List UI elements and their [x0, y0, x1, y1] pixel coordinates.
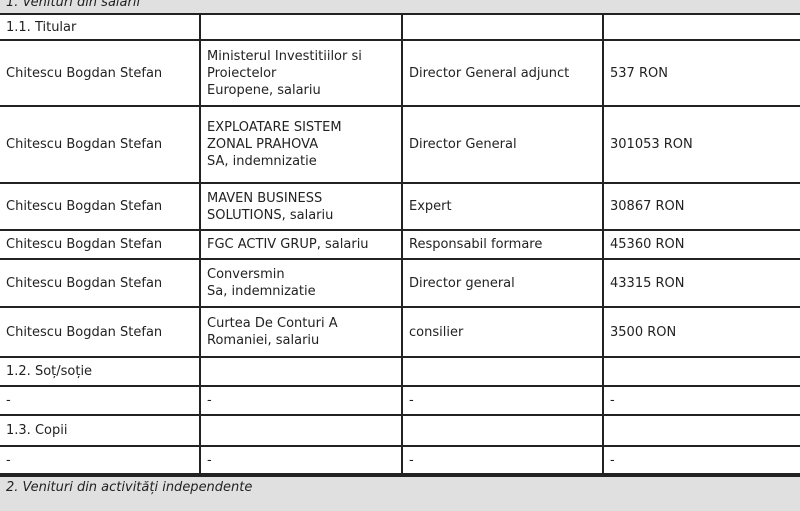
person-name: Chitescu Bogdan Stefan — [0, 40, 201, 107]
subsection-label: 1.2. Soț/soție — [0, 357, 201, 387]
table-row: Chitescu Bogdan Stefan FGC ACTIV GRUP, sa… — [0, 229, 800, 260]
income-source: MAVEN BUSINESS SOLUTIONS, salariu — [199, 182, 403, 231]
table-row: Chitescu Bogdan Stefan Conversmin Sa, ind… — [0, 258, 800, 308]
job-role: Director General — [401, 105, 604, 184]
income-source: FGC ACTIV GRUP, salariu — [199, 229, 403, 260]
section-header-independente: 2. Venituri din activități independente — [0, 475, 800, 511]
person-name: Chitescu Bogdan Stefan — [0, 258, 201, 308]
table-row: ---- — [0, 445, 800, 475]
subsection-row-titular: 1.1. Titular — [0, 15, 800, 41]
person-name: Chitescu Bogdan Stefan — [0, 306, 201, 358]
job-role: consilier — [401, 306, 604, 358]
table-row: Chitescu Bogdan Stefan Ministerul Investi… — [0, 40, 800, 107]
job-role: Responsabil formare — [401, 229, 604, 260]
person-name: Chitescu Bogdan Stefan — [0, 229, 201, 260]
income-source: Ministerul Investitiilor si Proiectelor … — [199, 40, 403, 107]
table-row: Chitescu Bogdan Stefan EXPLOATARE SISTEM … — [0, 105, 800, 184]
income-source: Conversmin Sa, indemnizatie — [199, 258, 403, 308]
person-name: Chitescu Bogdan Stefan — [0, 182, 201, 231]
income-amount: 30867 RON — [602, 182, 800, 231]
income-amount: 3500 RON — [602, 306, 800, 358]
income-source: EXPLOATARE SISTEM ZONAL PRAHOVA SA, inde… — [199, 105, 403, 184]
job-role: Director general — [401, 258, 604, 308]
table-row: Chitescu Bogdan Stefan Curtea De Conturi … — [0, 306, 800, 358]
subsection-label: 1.3. Copii — [0, 414, 201, 447]
subsection-label: 1.1. Titular — [0, 15, 201, 41]
income-source: Curtea De Conturi A Romaniei, salariu — [199, 306, 403, 358]
section-header-salarii: 1. Venituri din salarii — [0, 0, 800, 15]
table-row: ---- — [0, 385, 800, 416]
subsection-row-sot: 1.2. Soț/soție — [0, 357, 800, 387]
income-amount: 45360 RON — [602, 229, 800, 260]
job-role: Director General adjunct — [401, 40, 604, 107]
income-table: 1.1. Titular Chitescu Bogdan Stefan Minis… — [0, 15, 800, 475]
person-name: Chitescu Bogdan Stefan — [0, 105, 201, 184]
income-amount: 43315 RON — [602, 258, 800, 308]
job-role: Expert — [401, 182, 604, 231]
subsection-row-copii: 1.3. Copii — [0, 414, 800, 447]
table-row: Chitescu Bogdan Stefan MAVEN BUSINESS SOL… — [0, 182, 800, 231]
income-amount: 301053 RON — [602, 105, 800, 184]
income-amount: 537 RON — [602, 40, 800, 107]
